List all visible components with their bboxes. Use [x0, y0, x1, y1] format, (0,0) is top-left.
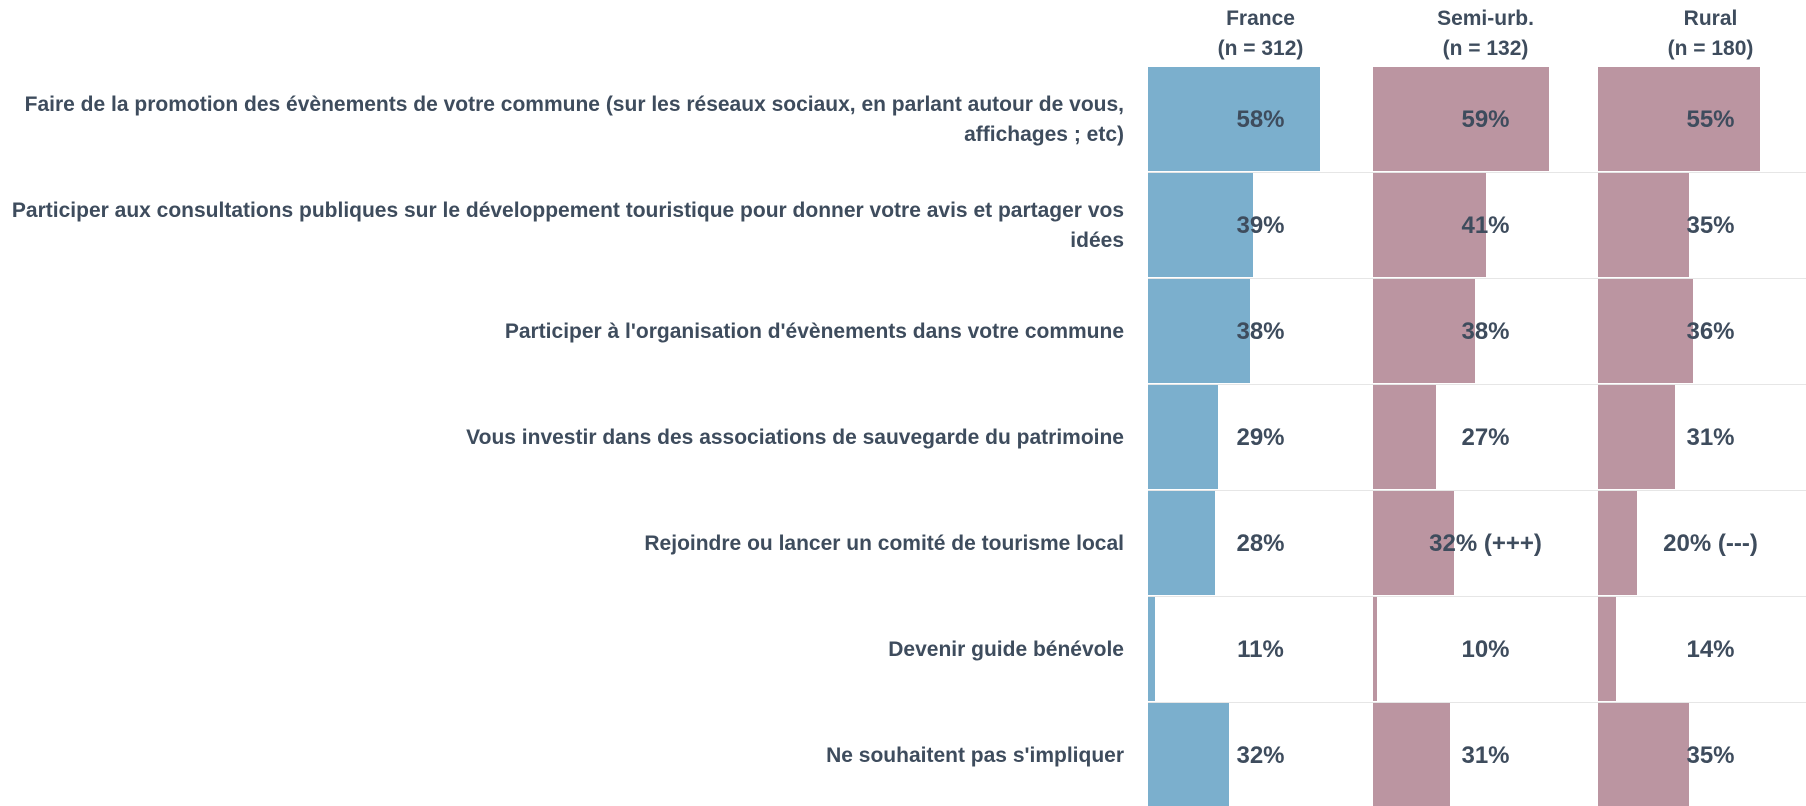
value-label: 14% [1686, 636, 1735, 663]
bar [1598, 597, 1616, 701]
value-label: 39% [1236, 212, 1285, 239]
bar [1373, 173, 1486, 277]
bar [1373, 491, 1454, 595]
series-name: Semi-urb. [1437, 7, 1534, 30]
series-sample: (n = 180) [1667, 37, 1754, 60]
series-sample: (n = 132) [1442, 37, 1529, 60]
series-sample: (n = 312) [1217, 37, 1304, 60]
bar [1373, 597, 1377, 701]
row-separator [1148, 702, 1806, 703]
value-label: 29% [1236, 424, 1285, 451]
value-label: 55% [1686, 106, 1735, 133]
value-label: 10% [1461, 636, 1510, 663]
value-label: 20% (---) [1663, 530, 1758, 557]
value-label: 31% [1686, 424, 1735, 451]
value-label: 59% [1461, 106, 1510, 133]
bar [1373, 279, 1475, 383]
category-label: Participer à l'organisation d'évènements… [504, 320, 1124, 343]
category-label: Rejoindre ou lancer un comité de tourism… [644, 532, 1124, 555]
series-name: Rural [1683, 7, 1738, 30]
row-separator [1148, 384, 1806, 385]
value-label: 32% (+++) [1429, 530, 1542, 557]
value-label: 31% [1461, 742, 1510, 769]
value-label: 11% [1237, 636, 1284, 663]
series-name: France [1226, 7, 1295, 30]
row-separator [1148, 596, 1806, 597]
bar [1598, 173, 1690, 277]
bar [1598, 67, 1760, 171]
bar [1148, 385, 1219, 489]
bar [1598, 491, 1637, 595]
row-separator [1148, 278, 1806, 279]
row-separator [1148, 490, 1806, 491]
value-label: 32% [1236, 742, 1285, 769]
category-label: Faire de la promotion des évènements de … [24, 93, 1124, 146]
row-separator [1148, 172, 1806, 173]
bar [1148, 491, 1215, 595]
bar [1148, 597, 1156, 701]
value-label: 35% [1686, 742, 1735, 769]
value-label: 38% [1236, 318, 1285, 345]
value-label: 27% [1461, 424, 1510, 451]
bar [1373, 67, 1549, 171]
bar [1148, 67, 1321, 171]
bar [1148, 279, 1250, 383]
bar [1373, 385, 1437, 489]
value-label: 41% [1461, 212, 1510, 239]
bar [1598, 703, 1690, 806]
bar [1598, 279, 1693, 383]
bar [1373, 703, 1451, 806]
bar [1148, 173, 1254, 277]
value-label: 28% [1236, 530, 1285, 557]
category-label: Devenir guide bénévole [888, 638, 1124, 661]
value-label: 38% [1461, 318, 1510, 345]
value-label: 58% [1236, 106, 1285, 133]
category-label: Participer aux consultations publiques s… [11, 199, 1124, 252]
bar [1148, 703, 1229, 806]
category-label: Vous investir dans des associations de s… [466, 426, 1124, 449]
category-label: Ne souhaitent pas s'impliquer [826, 744, 1124, 767]
value-label: 36% [1686, 318, 1735, 345]
bar [1598, 385, 1676, 489]
value-label: 35% [1686, 212, 1735, 239]
